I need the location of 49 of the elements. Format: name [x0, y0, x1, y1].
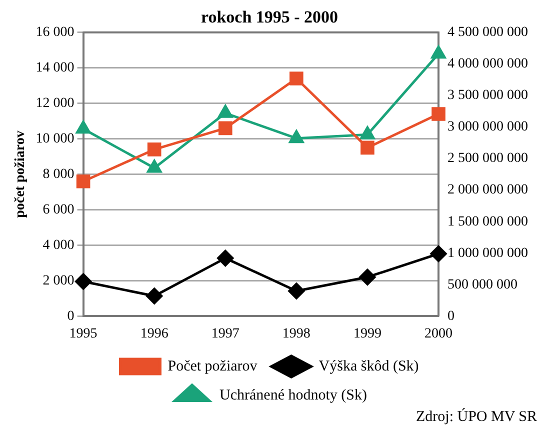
x-tick-label: 1998 [282, 326, 310, 342]
point [76, 120, 91, 134]
y-tick-label: 4 000 [42, 238, 74, 253]
point [217, 250, 234, 266]
y2-tick-label: 1 500 000 000 [448, 214, 528, 230]
y-axis-title: počet požiarov [13, 130, 28, 218]
x-tick-label: 1999 [353, 326, 382, 342]
point [218, 121, 232, 136]
point [360, 126, 375, 140]
y2-tick-label: 1 000 000 000 [448, 246, 528, 261]
y2-tick-label: 2 500 000 000 [448, 151, 528, 166]
point [147, 160, 162, 173]
point [431, 46, 446, 59]
point [76, 174, 90, 188]
y2-tick-label: 4 500 000 000 [448, 25, 528, 40]
y2-tick-label: 2 000 000 000 [448, 182, 528, 198]
chart-title: rokoch 1995 - 2000 [200, 8, 338, 27]
point [432, 107, 446, 121]
y-tick-label: 2 000 [42, 273, 74, 288]
point [430, 246, 447, 262]
y-tick-label: 10 000 [36, 131, 74, 146]
legend-label: Uchránené hodnoty (Sk) [220, 387, 367, 404]
y-tick-label: 6 000 [42, 202, 74, 218]
x-tick-label: 1997 [211, 326, 240, 342]
y2-tick-label: 4 000 000 000 [448, 56, 528, 72]
y-tick-label: 12 000 [36, 96, 74, 112]
y2-tick-label: 500 000 000 [448, 277, 518, 292]
point [146, 288, 163, 304]
point [290, 72, 304, 86]
legend-label: Počet požiarov [168, 358, 258, 374]
point [218, 104, 233, 118]
text: Zdroj: ÚPO MV SR [415, 409, 537, 426]
point [289, 130, 304, 144]
y-tick-label: 8 000 [42, 166, 74, 182]
y-tick-label: 16 000 [36, 25, 74, 40]
y2-tick-label: 0 [448, 308, 454, 324]
point [75, 273, 92, 290]
point [360, 140, 374, 155]
legend-label: Výška škôd (Sk) [318, 358, 419, 374]
x-tick-label: 2000 [424, 326, 452, 342]
point [359, 268, 376, 286]
y2-tick-label: 3 000 000 000 [448, 120, 528, 135]
y-tick-label: 0 [67, 308, 74, 324]
y2-tick-label: 3 500 000 000 [448, 88, 528, 104]
y-tick-label: 14 000 [36, 60, 74, 76]
x-tick-label: 1995 [69, 326, 98, 342]
point [147, 142, 162, 156]
x-tick-label: 1996 [140, 326, 168, 342]
point [288, 282, 305, 300]
